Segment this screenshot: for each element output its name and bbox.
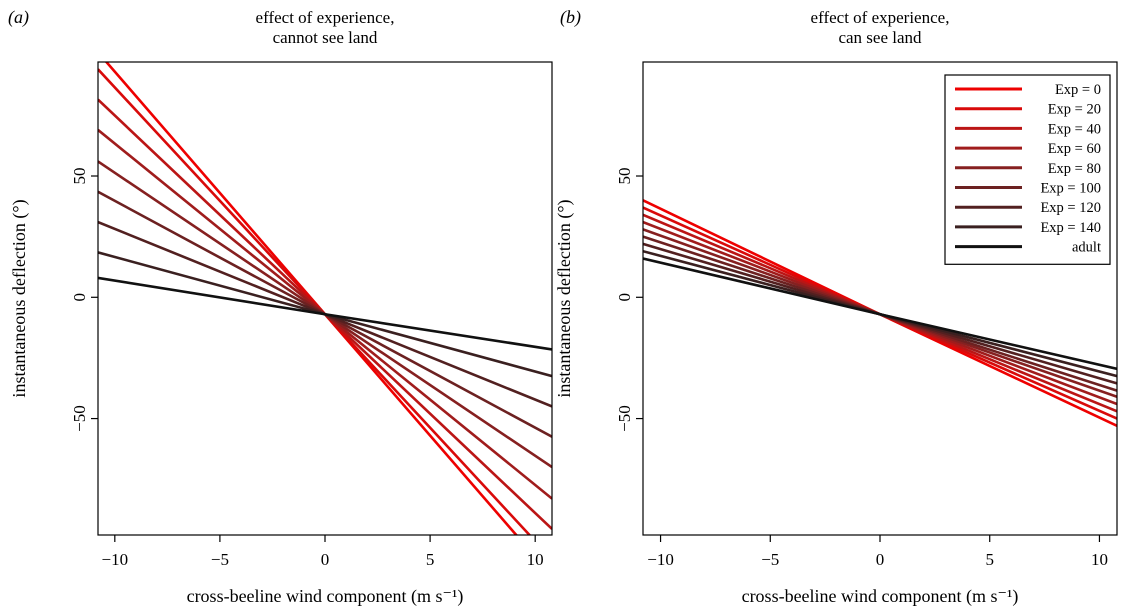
panel-label: (a) — [8, 7, 29, 28]
x-tick-label: 0 — [876, 550, 885, 569]
y-axis-title: instantaneous deflection (°) — [554, 199, 575, 397]
panel-title-line: effect of experience, — [256, 8, 395, 27]
y-tick-label: 0 — [615, 293, 634, 302]
legend-label: Exp = 100 — [1040, 181, 1101, 197]
x-tick-label: 5 — [985, 550, 994, 569]
panel-label: (b) — [560, 7, 581, 28]
legend-label: Exp = 80 — [1048, 161, 1101, 177]
legend-label: Exp = 60 — [1048, 141, 1101, 157]
x-tick-label: 10 — [527, 550, 544, 569]
legend: Exp = 0 Exp = 20 Exp = 40 Exp = 60 Exp = 80 E… — [945, 75, 1110, 264]
y-tick-label: 50 — [615, 168, 634, 185]
y-axis-title: instantaneous deflection (°) — [9, 199, 30, 397]
y-tick-label: −50 — [615, 405, 634, 432]
panel-title-line: effect of experience, — [811, 8, 950, 27]
legend-label: adult — [1072, 240, 1101, 256]
y-tick-label: 0 — [70, 293, 89, 302]
y-tick-label: 50 — [70, 168, 89, 185]
x-tick-label: 0 — [321, 550, 330, 569]
series-line-adult — [98, 278, 552, 350]
legend-label: Exp = 20 — [1048, 102, 1101, 118]
legend-label: Exp = 40 — [1048, 121, 1101, 137]
x-tick-label: −10 — [102, 550, 129, 569]
legend-label: Exp = 140 — [1040, 220, 1101, 236]
y-tick-label: −50 — [70, 405, 89, 432]
series-line-adult — [643, 258, 1117, 368]
x-tick-label: 5 — [426, 550, 435, 569]
x-tick-label: −10 — [647, 550, 674, 569]
series-group — [98, 52, 552, 576]
x-axis-title: cross-beeline wind component (m s⁻¹) — [187, 586, 464, 607]
x-tick-label: −5 — [211, 550, 229, 569]
panel-title-line: can see land — [838, 28, 922, 47]
x-tick-label: 10 — [1091, 550, 1108, 569]
legend-label: Exp = 0 — [1055, 82, 1101, 98]
x-tick-label: −5 — [761, 550, 779, 569]
x-axis-title: cross-beeline wind component (m s⁻¹) — [742, 586, 1019, 607]
legend-label: Exp = 120 — [1040, 200, 1101, 216]
panel-title-line: cannot see land — [273, 28, 378, 47]
